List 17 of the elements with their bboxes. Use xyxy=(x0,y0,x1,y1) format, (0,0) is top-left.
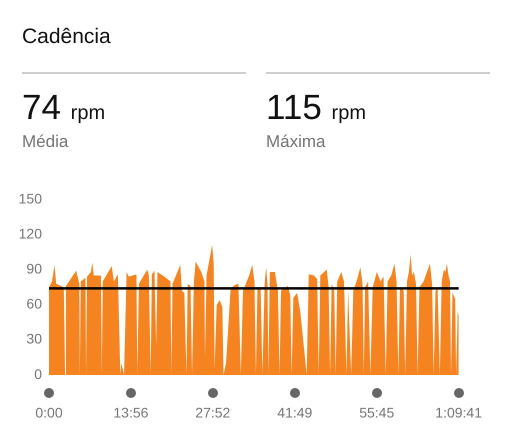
y-tick-label: 60 xyxy=(26,296,42,312)
chart-title: Cadência xyxy=(22,25,111,49)
x-tick-label: 1:09:41 xyxy=(435,404,482,420)
text: 74 rpm xyxy=(22,88,106,127)
x-tick-label: 41:49 xyxy=(277,404,313,420)
x-tick-label: 55:45 xyxy=(359,404,394,420)
y-tick-label: 30 xyxy=(26,330,42,347)
text: 115 rpm xyxy=(266,88,366,127)
text: Média xyxy=(22,132,70,152)
text: Máxima xyxy=(266,132,327,152)
x-tick-label: 0:00 xyxy=(35,404,63,420)
y-tick-label: 120 xyxy=(18,225,42,242)
y-tick-label: 150 xyxy=(18,190,42,206)
x-tick-label: 13:56 xyxy=(113,404,149,420)
x-tick-label: 27:52 xyxy=(195,404,231,420)
y-tick-label: 90 xyxy=(26,260,42,276)
y-tick-label: 0 xyxy=(34,366,42,382)
